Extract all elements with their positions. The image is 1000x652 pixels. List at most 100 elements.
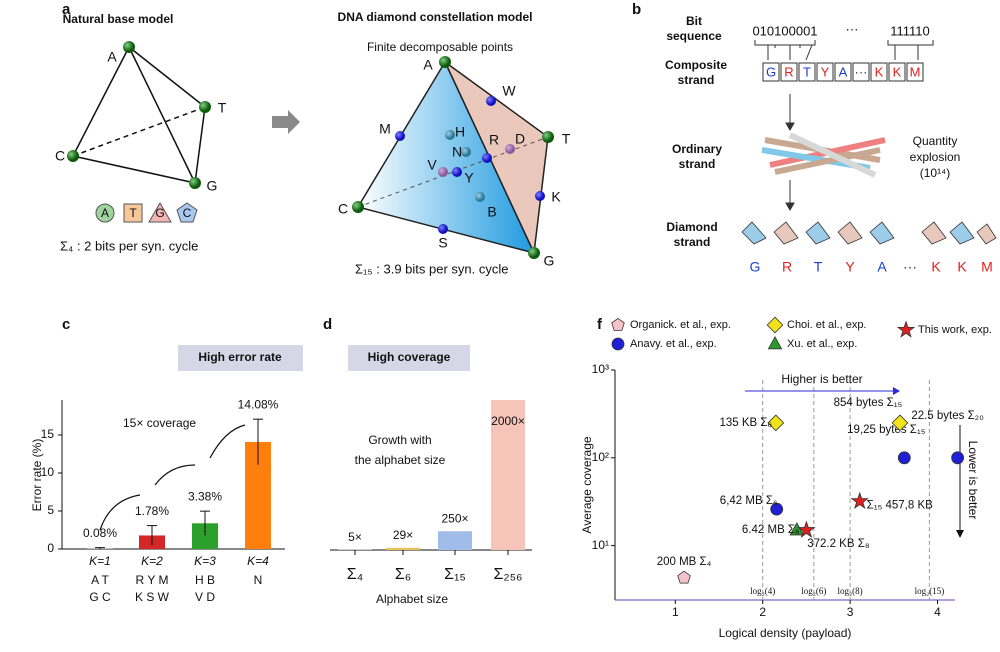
panel-letter: a: [62, 1, 71, 18]
vertex-label: A: [107, 49, 117, 65]
vertex-label: C: [338, 201, 348, 217]
point: [767, 414, 785, 432]
header-box: [348, 345, 470, 371]
composite-letter: G: [766, 64, 776, 79]
base-group: G C: [89, 590, 111, 604]
x-tick-label: 3: [847, 605, 854, 619]
point-label: Σ₁₅ 457,8 KB: [867, 499, 933, 511]
diamond-strand-icons: [741, 221, 997, 245]
base-icons: [95, 202, 198, 223]
y-axis-label: Average coverage: [580, 436, 594, 534]
annotation: (10¹⁴): [920, 166, 951, 180]
y-axis-label: Error rate (%): [30, 439, 44, 512]
composite-letter: Y: [821, 64, 830, 79]
point-label: W: [502, 83, 516, 99]
base-group: N: [254, 573, 263, 587]
letter-box: [762, 62, 780, 82]
panel-letter: c: [62, 316, 70, 333]
legend-label: Choi. et al., exp.: [787, 319, 867, 331]
legend-label: Anavy. et al., exp.: [630, 338, 717, 350]
y-tick-label: 10: [41, 465, 55, 479]
point-label: Y: [464, 170, 474, 186]
diamond-letter: M: [981, 259, 993, 275]
base-group: H B: [195, 573, 215, 587]
point-label: 854 bytes Σ₁₅: [834, 397, 903, 409]
diamond-letter: Y: [845, 259, 855, 275]
vertex-label: A: [423, 57, 433, 73]
diamond-letter: R: [782, 259, 792, 275]
point-label: 6.42 MB Σ₆: [742, 524, 800, 536]
diamond-letter: T: [814, 259, 823, 275]
base-group: A T: [91, 573, 109, 587]
point: [951, 451, 965, 465]
letter-box: [816, 62, 834, 82]
point-label: M: [379, 121, 391, 137]
base-label: A: [101, 206, 109, 220]
legend-label: Organick. et al., exp.: [630, 319, 731, 331]
caption: Σ₄ : 2 bits per syn. cycle: [60, 238, 198, 253]
point-label: 135 KB Σ₆: [719, 417, 772, 429]
y-tick-label: 10²: [592, 450, 609, 464]
composite-letter: R: [784, 64, 793, 79]
vertex-spheres: [67, 41, 211, 189]
base-label: C: [183, 206, 192, 220]
point: [770, 502, 784, 516]
value-label: 2000×: [491, 414, 525, 428]
arrow: [272, 110, 300, 134]
natural-tetrahedron: [72, 46, 206, 184]
point-label: N: [452, 144, 462, 160]
bar: [491, 400, 525, 550]
composite-letter: A: [839, 64, 848, 79]
row-label: sequence: [666, 29, 722, 43]
letter-box: [852, 62, 870, 82]
point-label: 22.5 bytes Σ₂₀: [911, 410, 984, 422]
arrow-head: [956, 530, 964, 538]
reference-label: log₂(15): [915, 586, 945, 596]
point-label: D: [515, 131, 525, 147]
legend-marker: [896, 320, 916, 338]
point: [797, 520, 816, 538]
x-axis-label: Alphabet size: [376, 592, 448, 606]
row-label: strand: [674, 235, 711, 249]
point-label: V: [427, 157, 437, 173]
composite-letter: ···: [855, 64, 868, 79]
bar: [438, 531, 472, 550]
bar: [386, 547, 420, 550]
panel-letter: b: [632, 1, 641, 18]
vertex-label: C: [55, 148, 65, 164]
x-tick-label: K=2: [141, 554, 163, 568]
annotation: the alphabet size: [355, 453, 446, 467]
base-group: R Y M: [136, 573, 169, 587]
point: [677, 570, 691, 584]
value-label: 1.78%: [135, 504, 169, 518]
legend-label: Xu. et al., exp.: [787, 338, 857, 350]
vertex-label: G: [207, 178, 218, 194]
base-group: V D: [195, 590, 215, 604]
vertex-label: T: [218, 100, 227, 116]
legend-marker: [611, 317, 625, 331]
annotation: Growth with: [368, 433, 431, 447]
panel-letter: f: [597, 316, 603, 333]
diamond-letter: K: [957, 259, 967, 275]
bit-sequence: 010100001: [752, 23, 817, 38]
bit-brackets: [754, 40, 934, 212]
subtitle: Finite decomposable points: [367, 40, 513, 54]
composite-letter: M: [910, 64, 921, 79]
value-label: 5×: [348, 530, 362, 544]
legend-marker: [766, 316, 784, 334]
x-tick-label: Σ₂₅₆: [494, 566, 523, 583]
y-tick-label: 5: [47, 503, 54, 517]
composite-letter: T: [803, 64, 811, 79]
reference-label: log₂(8): [838, 586, 863, 596]
row-label: strand: [679, 157, 716, 171]
diamond-letter: G: [750, 259, 761, 275]
x-tick-label: Σ₁₅: [444, 566, 466, 583]
vertex-label: T: [562, 131, 571, 147]
x-tick-label: Σ₄: [347, 566, 363, 583]
annotation: Higher is better: [781, 372, 862, 386]
point-label: 372.2 KB Σ₈: [807, 538, 870, 550]
letter-box: [834, 62, 852, 82]
row-label: Diamond: [666, 220, 717, 234]
